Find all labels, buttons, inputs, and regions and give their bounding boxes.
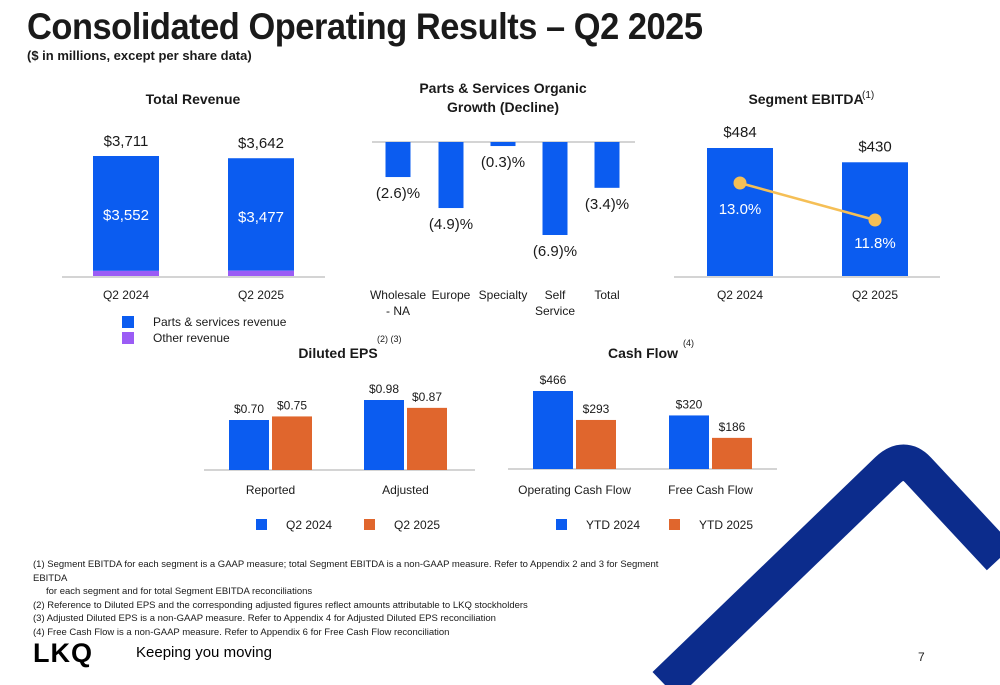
footnotes: (1) Segment EBITDA for each segment is a… [33, 558, 693, 640]
diluted_eps-bar [272, 416, 312, 470]
page-number: 7 [918, 650, 925, 664]
revenue-bar-other [228, 270, 294, 276]
cash_flow-value-label: $293 [583, 402, 610, 416]
revenue-legend-label: Parts & services revenue [153, 315, 287, 329]
diluted_eps-value-label: $0.75 [277, 398, 307, 412]
diluted_eps-title-note: (2) (3) [377, 334, 402, 344]
revenue-inner-label: $3,552 [103, 207, 149, 224]
cash_flow-value-label: $320 [676, 397, 703, 411]
ebitda-margin-label: 13.0% [719, 201, 762, 218]
revenue-bar-parts [228, 158, 294, 271]
tagline: Keeping you moving [136, 644, 272, 661]
segment-ebitda-bar [707, 148, 773, 276]
cash_flow-bar [712, 437, 752, 469]
ebitda-margin-point [868, 213, 882, 227]
organic-growth-bar [385, 142, 411, 178]
diluted_eps-bar [407, 407, 447, 470]
revenue-legend-label: Other revenue [153, 331, 230, 345]
ebitda-margin-line [739, 181, 876, 222]
segment-ebitda-value-label: $484 [723, 124, 756, 141]
cash_flow-value-label: $466 [540, 373, 567, 387]
organic-growth-category-label: Wholesale [370, 288, 426, 302]
organic-growth-value-label: (6.9)% [533, 243, 577, 260]
diluted_eps-value-label: $0.70 [234, 402, 264, 416]
organic-growth-bar [594, 142, 620, 188]
organic-growth-bar [490, 142, 516, 147]
organic-growth-category-label: - NA [386, 304, 410, 318]
cash_flow-legend-swatch [669, 519, 680, 530]
segment-ebitda-title-note: (1) [862, 90, 874, 101]
cash_flow-legend-swatch [556, 519, 567, 530]
footnote: (1) Segment EBITDA for each segment is a… [33, 559, 662, 584]
organic-growth-category-label: Self [545, 288, 566, 302]
revenue-category-label: Q2 2025 [238, 288, 284, 302]
segment-ebitda-category-label: Q2 2025 [852, 288, 898, 302]
organic-growth-category-label: Service [535, 304, 575, 318]
revenue-inner-label: $3,477 [238, 209, 284, 226]
diluted_eps-category-label: Adjusted [382, 483, 429, 497]
cash_flow-legend-label: YTD 2024 [586, 518, 640, 532]
segment-ebitda-category-label: Q2 2024 [717, 288, 763, 302]
organic-growth-title-line: Growth (Decline) [447, 99, 559, 115]
footnote: for each segment and for total Segment E… [46, 586, 313, 598]
organic-growth-value-label: (4.9)% [429, 216, 473, 233]
revenue-total-label: $3,642 [238, 135, 284, 152]
organic-growth-value-label: (0.3)% [481, 154, 525, 171]
cash_flow-legend-label: YTD 2025 [699, 518, 753, 532]
total-revenue-title: Total Revenue [146, 91, 241, 107]
footnote: (4) Free Cash Flow is a non-GAAP measure… [33, 626, 450, 638]
diluted_eps-legend-swatch [256, 519, 267, 530]
decorative-ribbon [652, 444, 1000, 685]
organic-growth-value-label: (2.6)% [376, 185, 420, 202]
footnote: (3) Adjusted Diluted EPS is a non-GAAP m… [33, 613, 496, 625]
diluted_eps-legend-label: Q2 2025 [394, 518, 440, 532]
organic-growth-category-label: Specialty [479, 288, 528, 302]
organic-growth-title-line: Parts & Services Organic [419, 80, 587, 96]
cash_flow-bar [669, 415, 709, 469]
diluted_eps-legend-swatch [364, 519, 375, 530]
organic-growth-value-label: (3.4)% [585, 196, 629, 213]
diluted_eps-value-label: $0.98 [369, 382, 399, 396]
page-subtitle: ($ in millions, except per share data) [27, 48, 252, 63]
cash_flow-title-note: (4) [683, 338, 694, 348]
ebitda-margin-label: 11.8% [854, 235, 895, 252]
cash_flow-bar [533, 391, 573, 469]
revenue-legend-swatch [122, 332, 134, 344]
revenue-bar-other [93, 270, 159, 276]
organic-growth-category-label: Europe [432, 288, 471, 302]
cash_flow-category-label: Operating Cash Flow [518, 483, 631, 497]
revenue-total-label: $3,711 [104, 133, 149, 150]
organic-growth-bar [438, 142, 464, 209]
cash_flow-title: Cash Flow [608, 345, 678, 361]
diluted_eps-bar [364, 400, 404, 470]
cash_flow-bar [576, 419, 616, 469]
organic-growth-category-label: Total [594, 288, 619, 302]
cash_flow-value-label: $186 [719, 420, 746, 434]
revenue-category-label: Q2 2024 [103, 288, 149, 302]
page-title: Consolidated Operating Results – Q2 2025 [27, 6, 703, 47]
revenue-bar-parts [93, 156, 159, 271]
revenue-legend-swatch [122, 316, 134, 328]
diluted_eps-category-label: Reported [246, 483, 295, 497]
cash_flow-category-label: Free Cash Flow [668, 483, 753, 497]
diluted_eps-legend-label: Q2 2024 [286, 518, 332, 532]
diluted_eps-value-label: $0.87 [412, 390, 442, 404]
diluted_eps-title: Diluted EPS [298, 345, 377, 361]
segment-ebitda-value-label: $430 [858, 138, 891, 155]
organic-growth-bar [542, 142, 568, 235]
segment-ebitda-title: Segment EBITDA [748, 91, 863, 107]
footnote: (2) Reference to Diluted EPS and the cor… [33, 599, 528, 611]
lkq-logo: LKQ [33, 638, 93, 668]
diluted_eps-bar [229, 420, 269, 470]
ebitda-margin-point [733, 176, 747, 190]
